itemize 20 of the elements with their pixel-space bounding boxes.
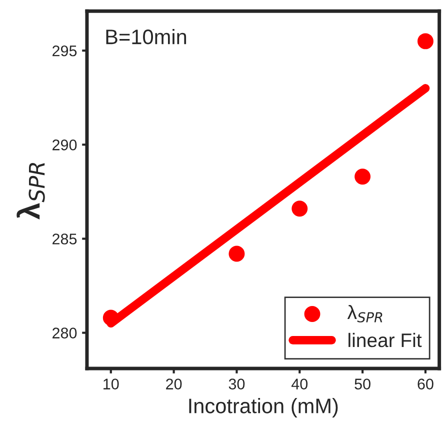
y-tick-label: 285	[52, 234, 77, 244]
x-tick-label: 60	[418, 378, 434, 390]
point	[354, 168, 371, 185]
x-tick-label: 10	[104, 378, 119, 390]
point	[102, 310, 119, 326]
x-tick-label: 20	[166, 378, 182, 390]
point	[417, 33, 434, 50]
x-tick-label: 40	[291, 378, 308, 390]
legend-label: λ$_{SPR}$	[347, 304, 382, 322]
y-axis-title: λ$_{SPR}$	[16, 163, 45, 220]
y-tick-label: 290	[52, 140, 77, 150]
point	[228, 246, 245, 262]
x-tick-label: 50	[354, 378, 370, 390]
point	[292, 200, 308, 217]
annotation: B=10min	[106, 28, 186, 44]
x-axis-title: Incotration (mM)	[189, 398, 338, 418]
y-tick-label: 280	[52, 328, 77, 338]
y-tick-label: 295	[52, 45, 77, 56]
x-tick-label: 30	[228, 378, 245, 390]
legend-label: linear Fit	[348, 332, 422, 348]
